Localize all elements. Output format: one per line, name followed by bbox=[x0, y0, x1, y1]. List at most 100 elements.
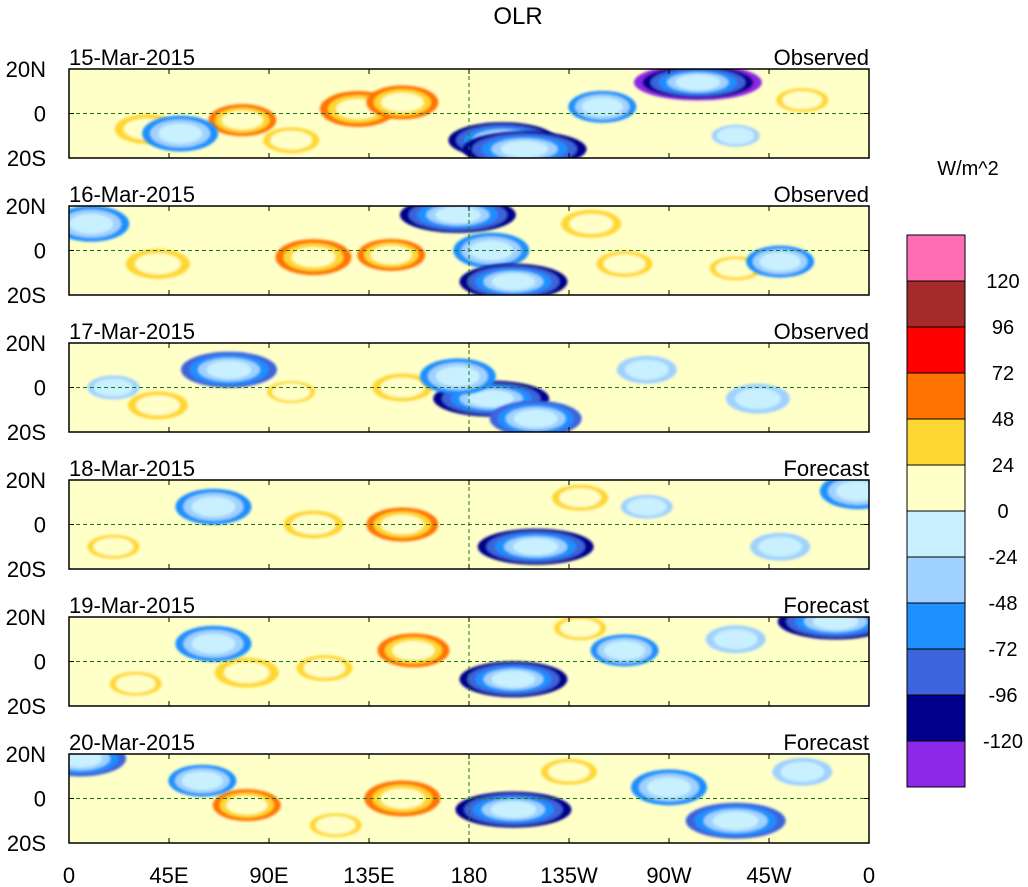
x-tick-label: 45W bbox=[746, 863, 791, 887]
panel-label: Forecast bbox=[783, 730, 869, 755]
anomaly-blob bbox=[212, 789, 281, 822]
y-tick-label: 20N bbox=[6, 742, 46, 767]
anomaly-blob bbox=[208, 104, 277, 137]
chart-title: OLR bbox=[493, 3, 542, 30]
panel-date: 16-Mar-2015 bbox=[69, 182, 195, 207]
panel-date: 19-Mar-2015 bbox=[69, 593, 195, 618]
colorbar-swatch bbox=[906, 510, 966, 558]
x-tick-label: 135E bbox=[343, 863, 394, 887]
anomaly-blob bbox=[772, 757, 833, 786]
anomaly-blob bbox=[125, 248, 190, 279]
anomaly-level bbox=[759, 252, 801, 271]
panel-date: 17-Mar-2015 bbox=[69, 319, 195, 344]
anomaly-blob bbox=[175, 625, 252, 662]
anomaly-level bbox=[435, 206, 481, 224]
anomaly-level bbox=[191, 633, 236, 654]
anomaly-level bbox=[782, 91, 823, 110]
x-tick-label: 45E bbox=[149, 863, 188, 887]
y-tick-label: 20N bbox=[6, 468, 46, 493]
colorbar-label: -96 bbox=[989, 685, 1018, 707]
y-tick-label: 20S bbox=[7, 146, 46, 171]
anomaly-level bbox=[713, 629, 758, 650]
anomaly-blob bbox=[377, 633, 450, 668]
colorbar-label: 72 bbox=[992, 363, 1014, 385]
anomaly-level bbox=[569, 213, 614, 234]
anomaly-blob bbox=[309, 813, 362, 838]
anomaly-level bbox=[490, 801, 537, 819]
anomaly-level bbox=[780, 761, 825, 782]
anomaly-level bbox=[291, 247, 336, 268]
panels: 20N 0 20S 15-Mar-2015 Observed 20N 0 20S 16-Mar-… bbox=[6, 45, 870, 856]
anomaly-blob bbox=[705, 625, 766, 654]
anomaly-blob bbox=[776, 88, 829, 113]
anomaly-level bbox=[381, 92, 424, 113]
anomaly-level bbox=[223, 662, 270, 684]
anomaly-level bbox=[303, 658, 346, 678]
anomaly-level bbox=[272, 383, 311, 401]
colorbar-label: -72 bbox=[989, 639, 1018, 661]
x-tick-label: 90E bbox=[249, 863, 288, 887]
colorbar-label: 24 bbox=[992, 455, 1014, 477]
anomaly-level bbox=[468, 390, 515, 408]
y-tick-label: 0 bbox=[34, 650, 46, 675]
anomaly-level bbox=[380, 788, 425, 809]
anomaly-blob bbox=[561, 209, 622, 238]
anomaly-level bbox=[226, 795, 268, 815]
anomaly-blob bbox=[175, 488, 252, 525]
colorbar-swatch bbox=[906, 326, 966, 374]
anomaly-level bbox=[221, 110, 263, 130]
colorbar-label: -120 bbox=[983, 731, 1023, 753]
anomaly-level bbox=[513, 409, 558, 428]
anomaly-level bbox=[500, 140, 549, 158]
anomaly-blob bbox=[633, 69, 762, 101]
panel-date: 15-Mar-2015 bbox=[69, 45, 195, 70]
y-tick-label: 20S bbox=[7, 283, 46, 308]
anomaly-blob bbox=[631, 769, 707, 806]
colorbar-swatch bbox=[906, 556, 966, 604]
anomaly-level bbox=[715, 259, 756, 278]
anomaly-level bbox=[603, 254, 646, 274]
anomaly-blob bbox=[711, 124, 760, 147]
anomaly-blob bbox=[127, 391, 188, 420]
anomaly-level bbox=[491, 273, 536, 291]
anomaly-field bbox=[114, 69, 829, 158]
anomaly-level bbox=[392, 640, 435, 661]
anomaly-level bbox=[603, 641, 646, 660]
anomaly-level bbox=[626, 497, 667, 516]
y-tick-label: 20N bbox=[6, 57, 46, 82]
anomaly-level bbox=[712, 811, 759, 830]
anomaly-level bbox=[835, 481, 869, 502]
anomaly-blob bbox=[366, 507, 439, 542]
anomaly-blob bbox=[819, 480, 869, 510]
anomaly-blob bbox=[283, 510, 344, 539]
colorbar-swatch bbox=[906, 464, 966, 512]
y-tick-label: 20S bbox=[7, 420, 46, 445]
colorbar-swatch bbox=[906, 418, 966, 466]
colorbar-swatch bbox=[906, 372, 966, 420]
map-panel: 20N 0 20S 17-Mar-2015 Observed bbox=[6, 319, 870, 445]
anomaly-level bbox=[181, 771, 223, 791]
colorbar-label: -48 bbox=[989, 593, 1018, 615]
anomaly-level bbox=[115, 674, 156, 693]
y-tick-label: 20S bbox=[7, 557, 46, 582]
x-tick-label: 135W bbox=[540, 863, 598, 887]
anomaly-level bbox=[758, 536, 803, 557]
y-tick-label: 0 bbox=[34, 787, 46, 812]
anomaly-level bbox=[380, 377, 425, 398]
panel-date: 20-Mar-2015 bbox=[69, 730, 195, 755]
anomaly-level bbox=[134, 253, 181, 275]
anomaly-level bbox=[191, 496, 236, 517]
panel-label: Observed bbox=[774, 45, 869, 70]
anomaly-field bbox=[69, 754, 833, 839]
x-tick-label: 90W bbox=[646, 863, 691, 887]
anomaly-blob bbox=[181, 351, 277, 388]
x-tick-label: 0 bbox=[863, 863, 875, 887]
anomaly-level bbox=[734, 388, 781, 410]
anomaly-level bbox=[158, 123, 203, 144]
anomaly-level bbox=[647, 777, 691, 798]
y-tick-label: 20N bbox=[6, 605, 46, 630]
anomaly-blob bbox=[746, 245, 815, 278]
anomaly-blob bbox=[109, 671, 162, 696]
anomaly-level bbox=[812, 617, 859, 630]
colorbar-units-label: W/m^2 bbox=[937, 158, 999, 180]
